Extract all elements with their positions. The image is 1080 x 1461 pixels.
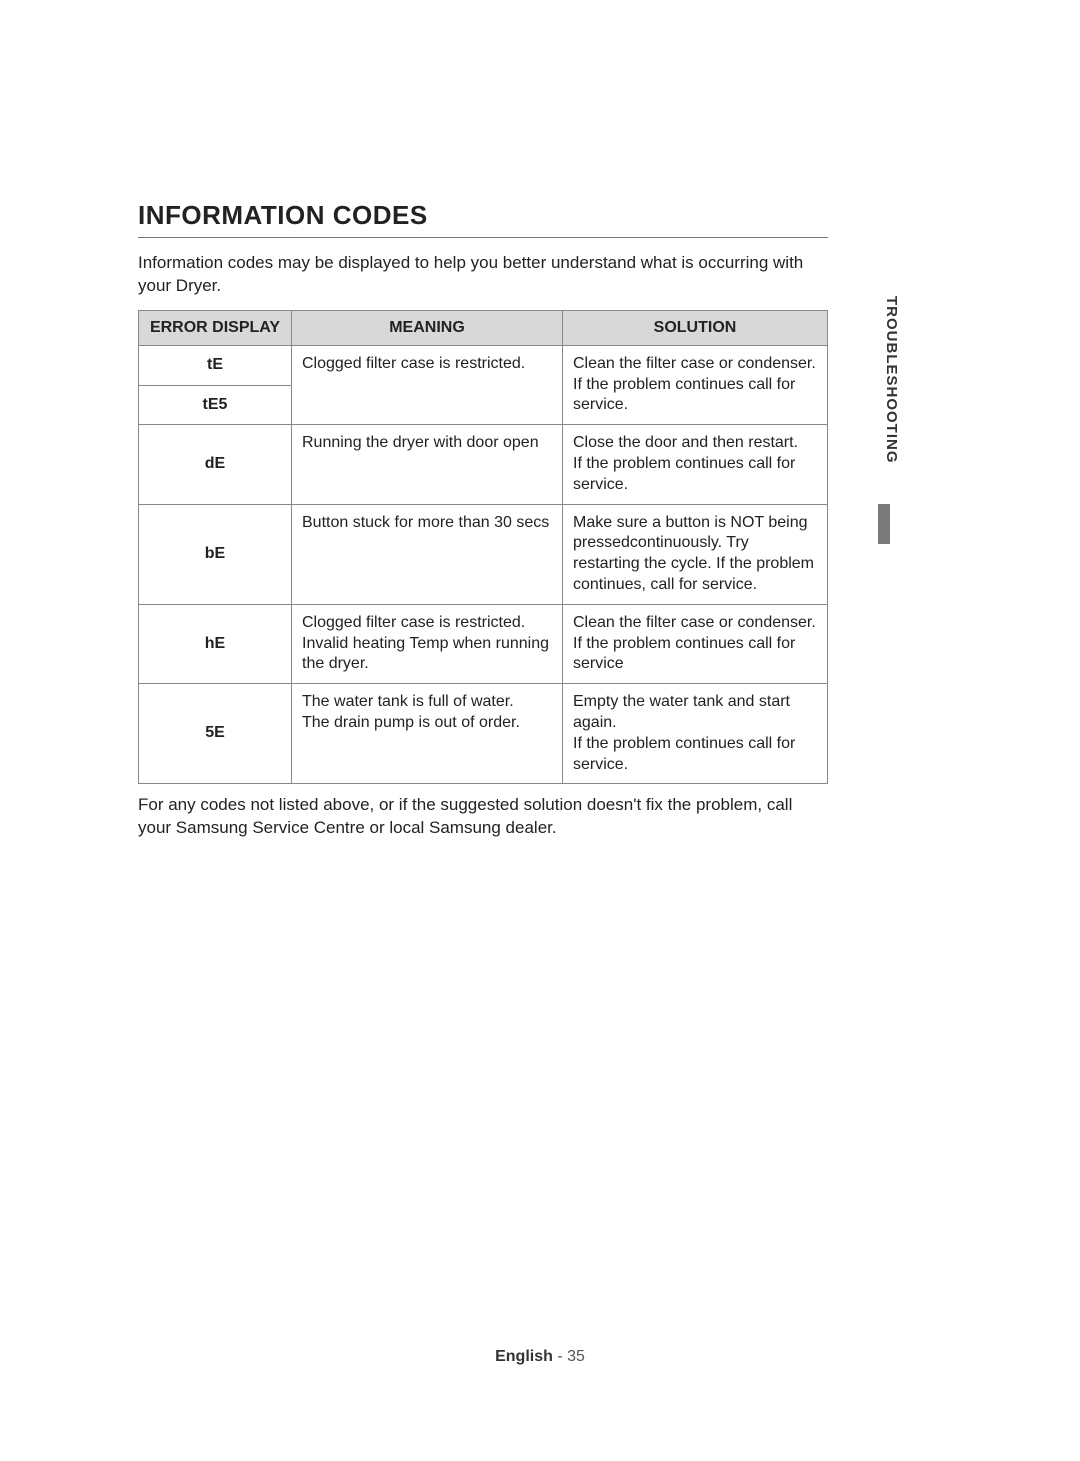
section-tab-mark [878,504,890,544]
footer-language: English [495,1348,553,1365]
section-title: INFORMATION CODES [138,200,828,231]
error-codes-table: ERROR DISPLAY MEANING SOLUTION tE Clogge… [138,310,828,785]
footer-page-number: 35 [567,1348,585,1365]
code-cell: hE [139,604,292,683]
intro-text: Information codes may be displayed to he… [138,252,828,298]
table-row: hE Clogged filter case is restricted.Inv… [139,604,828,683]
col-header-solution: SOLUTION [563,310,828,345]
solution-cell: Close the door and then restart.If the p… [563,425,828,504]
code-cell: bE [139,504,292,604]
code-cell: tE [139,345,292,385]
col-header-error: ERROR DISPLAY [139,310,292,345]
solution-cell: Empty the water tank and start again.If … [563,684,828,784]
table-row: 5E The water tank is full of water.The d… [139,684,828,784]
title-rule [138,237,828,238]
solution-cell: Make sure a button is NOT being pressedc… [563,504,828,604]
code-cell: dE [139,425,292,504]
table-row: tE Clogged filter case is restricted. Cl… [139,345,828,385]
solution-cell: Clean the filter case or condenser.If th… [563,604,828,683]
footer-sep: - [553,1348,567,1365]
col-header-meaning: MEANING [292,310,563,345]
content-area: INFORMATION CODES Information codes may … [138,200,828,840]
section-tab-label: TROUBLESHOOTING [883,296,900,464]
table-row: bE Button stuck for more than 30 secs Ma… [139,504,828,604]
footnote-text: For any codes not listed above, or if th… [138,794,828,840]
meaning-cell: The water tank is full of water.The drai… [292,684,563,784]
page-footer: English - 35 [0,1348,1080,1366]
table-header-row: ERROR DISPLAY MEANING SOLUTION [139,310,828,345]
solution-cell: Clean the filter case or condenser.If th… [563,345,828,424]
code-cell: 5E [139,684,292,784]
meaning-cell: Running the dryer with door open [292,425,563,504]
meaning-cell: Button stuck for more than 30 secs [292,504,563,604]
meaning-cell: Clogged filter case is restricted.Invali… [292,604,563,683]
meaning-cell: Clogged filter case is restricted. [292,345,563,424]
code-cell: tE5 [139,385,292,425]
table-row: dE Running the dryer with door open Clos… [139,425,828,504]
